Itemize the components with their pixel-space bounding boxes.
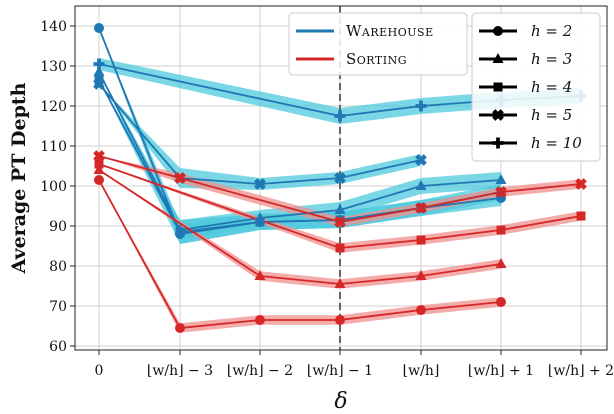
warehouse-h5-point xyxy=(415,154,427,166)
legend-label-h: h = 2 xyxy=(531,22,572,40)
legend-label-h: h = 4 xyxy=(531,78,572,96)
warehouse-h10-band xyxy=(99,58,581,124)
sorting-h2-point xyxy=(255,315,265,325)
y-tick-label: 70 xyxy=(49,299,67,315)
legend-marker-square-icon xyxy=(493,82,503,92)
sorting-h5-point xyxy=(93,150,105,162)
x-tick-label: ⌊w/h⌋ + 1 xyxy=(468,363,534,379)
y-tick-label: 100 xyxy=(40,179,67,195)
warehouse-h3-point xyxy=(334,204,346,214)
sorting-h2-line xyxy=(98,179,502,329)
y-tick-label: 110 xyxy=(40,139,67,155)
legend-marker-circle-icon xyxy=(493,26,503,36)
legend-label-h: h = 10 xyxy=(531,134,582,152)
x-tick-label: ⌊w/h⌋ + 2 xyxy=(548,363,614,379)
warehouse-h4-point xyxy=(255,217,265,227)
warehouse-h3-point xyxy=(415,180,427,190)
sorting-h4-point xyxy=(94,159,104,169)
sorting-h5-line xyxy=(98,155,582,223)
sorting-h5-band xyxy=(99,156,581,227)
legend-label-h: h = 3 xyxy=(531,50,572,68)
warehouse-h5-point xyxy=(334,172,346,184)
sorting-h3-point xyxy=(415,270,427,280)
warehouse-h3-point xyxy=(495,174,507,184)
sorting-h2-point xyxy=(175,323,185,333)
legend-label-sorting: Sorting xyxy=(346,50,407,68)
x-axis-ticks: 0 ⌊w/h⌋ − 3 ⌊w/h⌋ − 2 ⌊w/h⌋ − 1 ⌊w/h⌋ ⌊w/h⌋ +… xyxy=(95,350,614,379)
sorting-h5-point xyxy=(575,178,587,190)
y-tick-label: 120 xyxy=(40,99,67,115)
sorting-h3-point xyxy=(93,164,105,174)
x-tick-label: ⌊w/h⌋ − 3 xyxy=(147,363,213,379)
error-bands xyxy=(99,28,581,333)
warehouse-h10-point xyxy=(93,58,105,70)
y-tick-label: 90 xyxy=(49,219,67,235)
legend-marker-x-icon xyxy=(492,109,504,121)
legend-label-warehouse: Warehouse xyxy=(346,22,434,40)
sorting-h4-point xyxy=(335,243,345,253)
warehouse-h5-point xyxy=(254,178,266,190)
sorting-h4-point xyxy=(576,211,586,221)
series-markers xyxy=(93,23,587,333)
sorting-h3-point xyxy=(254,270,266,280)
warehouse-h10-point xyxy=(415,100,427,112)
sorting-h2-point xyxy=(94,175,104,185)
y-tick-label: 60 xyxy=(49,339,67,355)
sorting-h5-point xyxy=(415,202,427,214)
sorting-h4-point xyxy=(416,235,426,245)
warehouse-h3-point xyxy=(93,66,105,76)
y-axis-ticks: 60 70 80 90 100 110 120 130 140 xyxy=(40,19,75,355)
legend-label-h: h = 5 xyxy=(531,106,572,124)
sorting-h5-point xyxy=(495,186,507,198)
x-tick-label: 0 xyxy=(95,363,104,379)
sorting-h2-point xyxy=(335,315,345,325)
y-tick-label: 140 xyxy=(40,19,67,35)
legend-marker-triangle-icon xyxy=(492,53,504,63)
x-tick-label: ⌊w/h⌋ − 2 xyxy=(227,363,293,379)
plot-frame xyxy=(74,5,608,351)
legend-horizon: h = 2 h = 3 h = 4 h = 5 h = 10 xyxy=(471,12,601,162)
x-tick-label: ⌊w/h⌋ xyxy=(403,363,440,379)
sorting-h5-point xyxy=(174,172,186,184)
warehouse-h10-point xyxy=(334,110,346,122)
legend-marker-plus-icon xyxy=(492,137,504,149)
legend-environment: Warehouse Sorting xyxy=(288,12,468,76)
warehouse-h5-point xyxy=(93,78,105,90)
sorting-h3-point xyxy=(495,258,507,268)
sorting-h4-band xyxy=(99,164,581,253)
warehouse-h2-point xyxy=(94,23,104,33)
sorting-h4-point xyxy=(496,225,506,235)
y-tick-label: 130 xyxy=(40,59,67,75)
x-tick-label: ⌊w/h⌋ − 1 xyxy=(307,363,373,379)
y-axis-label: Average PT Depth xyxy=(8,82,30,274)
y-tick-label: 80 xyxy=(49,259,67,275)
x-axis-label: δ xyxy=(334,389,347,414)
sorting-h5-point xyxy=(334,216,346,228)
warehouse-h4-point xyxy=(175,227,185,237)
warehouse-h3-band xyxy=(99,72,501,240)
legend-h-box xyxy=(471,12,601,162)
sorting-h2-point xyxy=(496,297,506,307)
sorting-h3-point xyxy=(334,278,346,288)
sorting-h2-point xyxy=(416,305,426,315)
warehouse-h4-point xyxy=(94,75,104,85)
warehouse-h3-line xyxy=(98,71,502,231)
